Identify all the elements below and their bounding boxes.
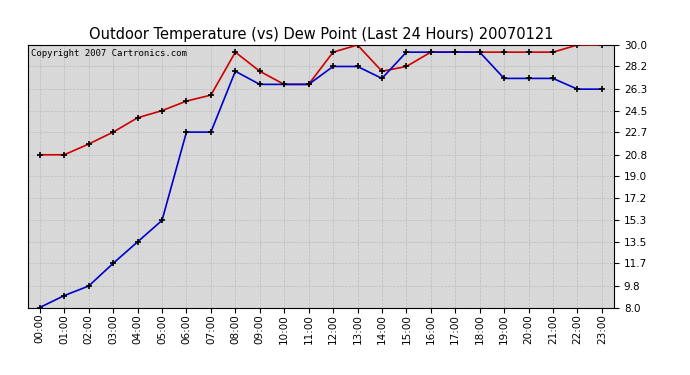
Text: Copyright 2007 Cartronics.com: Copyright 2007 Cartronics.com [30,49,186,58]
Title: Outdoor Temperature (vs) Dew Point (Last 24 Hours) 20070121: Outdoor Temperature (vs) Dew Point (Last… [88,27,553,42]
